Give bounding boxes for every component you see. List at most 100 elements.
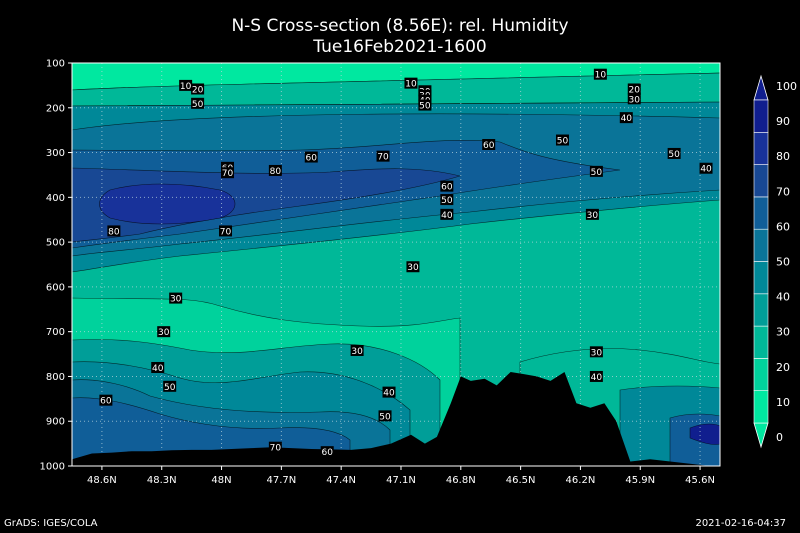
contour-label: 30: [587, 211, 599, 221]
x-axis-tick-labels: 48.6N 48.3N 48N 47.7N 47.4N 47.1N 46.8N 46.5N 46…: [87, 466, 715, 486]
colorbar-label: 90: [776, 115, 790, 128]
contour-label-bg: [627, 93, 641, 105]
contour-label-bg: [268, 441, 282, 453]
contour-label-bg: [169, 292, 183, 304]
contour-label: 70: [222, 169, 234, 179]
colorbar-label: 20: [776, 361, 790, 374]
x-tick-label: 46.2N: [566, 475, 596, 486]
contour-label-bg: [221, 167, 235, 179]
x-tick-label: 48.3N: [147, 475, 177, 486]
contour-label-bg: [99, 394, 113, 406]
contour-label: 10: [180, 82, 192, 92]
contour-label: 40: [383, 389, 395, 399]
x-tick-label: 45.6N: [685, 475, 715, 486]
contour-label: 10: [405, 80, 417, 90]
colorbar-swatch: [753, 164, 769, 198]
contour-label: 30: [170, 295, 182, 305]
contour-label-bg: [376, 150, 390, 162]
contour-label-bg: [157, 326, 171, 338]
terrain: [72, 372, 720, 466]
chart-title: N-S Cross-section (8.56E): rel. Humidity: [231, 16, 569, 36]
contour-label-bg: [191, 97, 205, 109]
colorbar-label: 0: [776, 431, 783, 444]
contour-label: 30: [629, 95, 641, 105]
colorbar-label: 60: [776, 220, 790, 233]
y-tick-label: 400: [46, 193, 65, 204]
y-tick-label: 600: [46, 282, 65, 293]
x-tick-label: 47.7N: [266, 475, 296, 486]
contour-label: 80: [108, 227, 120, 237]
contour-label-bg: [589, 346, 603, 358]
contour-label: 60: [441, 183, 453, 193]
contour-label: 60: [321, 448, 333, 458]
contour-label: 50: [668, 150, 680, 160]
contour-label-bg: [404, 77, 418, 89]
contour-label: 30: [351, 347, 363, 357]
contour-label: 60: [483, 141, 495, 151]
colorbar-max-arrow: [753, 74, 769, 101]
plot-frame: [71, 62, 721, 467]
contour-label: 60: [306, 154, 318, 164]
colorbar-swatch: [753, 293, 769, 327]
contour-label-bg: [619, 112, 633, 124]
y-tick-label: 700: [46, 327, 65, 338]
contour-label: 50: [419, 102, 431, 112]
contour-label: 40: [152, 364, 164, 374]
contour-label: 50: [192, 100, 204, 110]
y-tick-label: 300: [46, 148, 65, 159]
chart-subtitle: Tue16Feb2021-1600: [313, 37, 487, 57]
colorbar-swatch: [753, 261, 769, 295]
contour-label: 40: [621, 114, 633, 124]
contour-label: 50: [441, 196, 453, 206]
contour-label: 70: [220, 227, 232, 237]
footer-credit: GrADS: IGES/COLA: [4, 518, 98, 529]
contour-label-bg: [320, 446, 334, 458]
contour-label-bg: [440, 208, 454, 220]
colorbar-swatch: [753, 325, 769, 359]
contour-label: 20: [192, 85, 204, 95]
contour-label: 60: [100, 397, 112, 407]
contour-label: 10: [595, 71, 607, 81]
y-tick-label: 100: [46, 59, 65, 70]
contour-label: 40: [700, 165, 712, 175]
colorbar-label: 30: [776, 326, 790, 339]
contour-label: 40: [591, 373, 603, 383]
contour-label: 70: [377, 153, 389, 163]
contour-label: 30: [158, 328, 170, 338]
contour-label-bg: [350, 344, 364, 356]
contour-label-bg: [555, 134, 569, 146]
colorbar-label: 40: [776, 291, 790, 304]
contour-label: 20: [629, 85, 641, 95]
colorbar-label: 50: [776, 256, 790, 269]
contour-label-bg: [107, 225, 121, 237]
contour-label-bg: [585, 208, 599, 220]
colorbar-label: 80: [776, 150, 790, 163]
colorbar-label: 70: [776, 185, 790, 198]
x-tick-label: 46.8N: [446, 475, 476, 486]
colorbar-swatch: [753, 132, 769, 165]
humidity-band-6: [99, 183, 236, 225]
contour-label-bg: [382, 386, 396, 398]
colorbar-swatch: [753, 358, 769, 391]
contour-label: 30: [591, 348, 603, 358]
contour-labels: 1020101020304050203040506070806070605050…: [99, 68, 713, 458]
x-tick-label: 45.9N: [625, 475, 655, 486]
contour-label-bg: [699, 162, 713, 174]
colorbar-swatch: [753, 99, 769, 133]
contour-label: 40: [441, 211, 453, 221]
contour-label-bg: [440, 194, 454, 206]
colorbar-swatch: [753, 196, 769, 230]
contour-label-bg: [627, 83, 641, 95]
contour-label-bg: [667, 147, 681, 159]
contour-label-bg: [268, 164, 282, 176]
contour-label: 80: [270, 167, 282, 177]
contour-label-bg: [151, 361, 165, 373]
x-tick-label: 48N: [211, 475, 231, 486]
x-tick-label: 47.1N: [386, 475, 416, 486]
contour-label-bg: [589, 165, 603, 177]
contour-label-bg: [406, 261, 420, 273]
contour-label: 50: [591, 168, 603, 178]
colorbar-label: 100: [776, 80, 797, 93]
